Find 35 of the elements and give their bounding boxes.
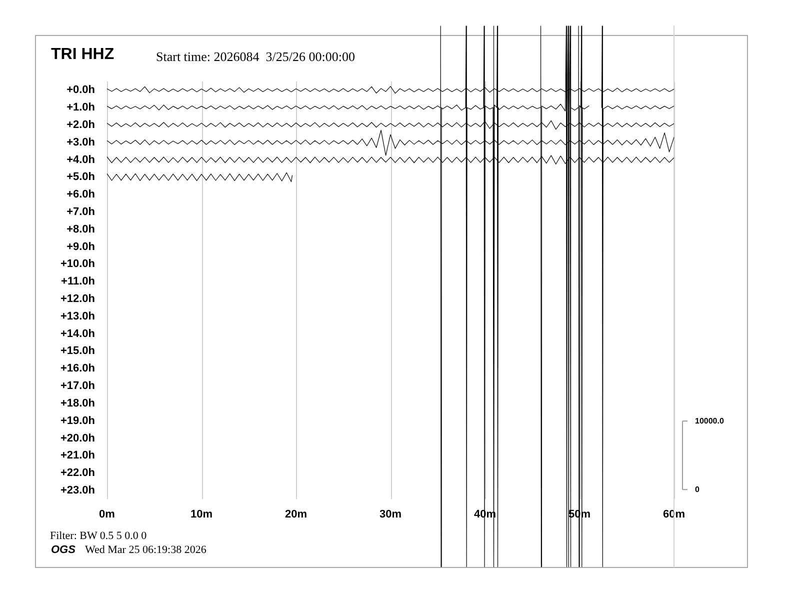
annotation: Filter: BW 0.5 5 0.0 0: [50, 530, 147, 542]
y-tick-label: +11.0h: [61, 276, 96, 288]
x-tick-label: 0m: [99, 508, 116, 520]
y-tick-label: +0.0h: [66, 84, 96, 96]
y-tick-label: +8.0h: [66, 223, 96, 236]
y-tick-label: +12.0h: [60, 293, 96, 306]
y-tick-label: +13.0h: [60, 310, 96, 322]
y-tick-label: +6.0h: [66, 188, 96, 201]
y-tick-label: +5.0h: [66, 171, 96, 184]
annotation: Wed Mar 25 06:19:38 2026: [85, 544, 206, 556]
y-tick-label: +18.0h: [60, 397, 96, 410]
y-tick-label: +7.0h: [66, 206, 96, 218]
y-tick-label: +23.0h: [60, 484, 96, 496]
text: Start time: 2026084 3/25/26 00:00:00: [156, 49, 355, 64]
y2-tick-label: 10000.0: [695, 416, 724, 426]
y2-tick-label: 0: [695, 484, 700, 494]
y-tick-label: +10.0h: [60, 258, 96, 270]
y-tick-label: +9.0h: [66, 240, 96, 253]
y-tick-label: +16.0h: [60, 362, 96, 375]
y-tick-label: +17.0h: [60, 380, 96, 392]
y-tick-label: +14.0h: [60, 328, 96, 340]
x-tick-label: 10m: [190, 508, 213, 520]
x-tick-label: 20m: [284, 508, 308, 520]
y-tick-label: +1.0h: [66, 102, 96, 114]
y-tick-label: +15.0h: [60, 345, 96, 358]
y-tick-label: +2.0h: [66, 119, 96, 132]
y-tick-label: +19.0h: [60, 414, 96, 427]
text: TRI HHZ: [51, 46, 114, 63]
text: OGS: [51, 544, 76, 556]
x-tick-label: 30m: [379, 508, 402, 520]
y-tick-label: +22.0h: [60, 467, 96, 480]
y-tick-label: +3.0h: [66, 136, 96, 148]
y-tick-label: +20.0h: [60, 432, 96, 444]
y-tick-label: +21.0h: [60, 450, 96, 462]
y-tick-label: +4.0h: [66, 154, 96, 166]
